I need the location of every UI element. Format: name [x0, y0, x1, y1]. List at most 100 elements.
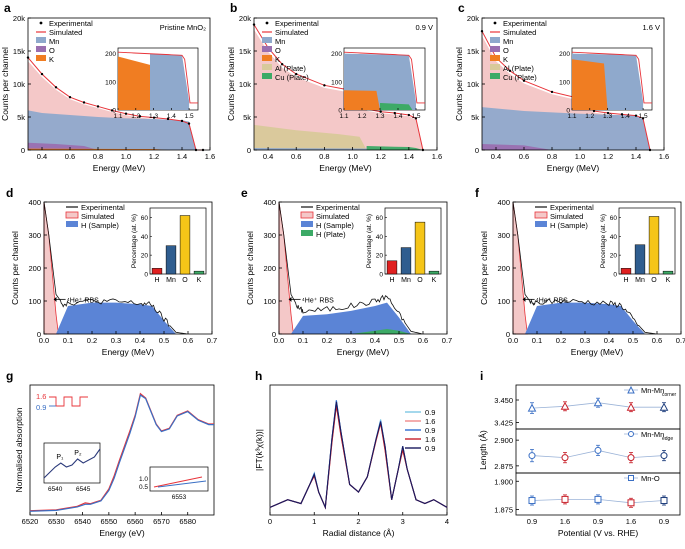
panel-label-f: f [475, 186, 480, 200]
panel-label-i: i [480, 369, 483, 383]
bar-category-label: H [623, 277, 628, 284]
legend-swatch [262, 64, 272, 70]
bar-category-label: H [389, 277, 394, 284]
bar-k [428, 270, 440, 275]
experimental-point [54, 86, 58, 89]
legend-entry: Simulated [275, 28, 308, 37]
x-tick-label: 0.8 [93, 152, 103, 161]
x-axis-label: Energy (MeV) [337, 347, 390, 357]
experimental-point [379, 110, 382, 113]
x-tick-label: 6570 [153, 517, 170, 526]
panel-label-d: d [6, 186, 13, 200]
bar-category-label: K [197, 277, 202, 284]
legend-swatch [490, 73, 500, 79]
legend-swatch [66, 221, 78, 227]
plot-frame [269, 384, 448, 516]
inset-y-tick-label: 1.0 [139, 476, 148, 483]
x-tick-label: 0.4 [263, 152, 273, 161]
x-tick-label: 0.6 [291, 152, 301, 161]
y-tick-label: 5k [243, 113, 251, 122]
legend-swatch [490, 64, 500, 70]
inset-area-k [572, 59, 608, 110]
inset-x-tick-label: 1.2 [131, 113, 140, 120]
panel-annotation: Pristine MnO₂ [160, 23, 206, 32]
x-tick-label: 0.2 [322, 336, 332, 345]
pre-edge-label: P₂ [74, 450, 82, 457]
inset-y-tick-label: 40 [610, 234, 618, 241]
inset-x-tick-label: 1.3 [149, 113, 158, 120]
experimental-point [138, 115, 142, 118]
inset-x-tick-label: 6553 [172, 494, 187, 501]
rbs-arrowhead [288, 296, 292, 302]
x-axis-label: Energy (MeV) [547, 163, 600, 173]
legend-entry: Experimental [316, 203, 360, 212]
inset-y-tick-label: 0 [379, 272, 383, 279]
panel-label-h: h [255, 369, 262, 383]
x-tick-label: 4 [445, 517, 449, 526]
inset-y-tick-label: 60 [376, 215, 384, 222]
x-tick-label: 0.6 [183, 336, 193, 345]
experimental-point [124, 112, 128, 115]
data-point [593, 398, 603, 407]
inset-x-tick-label: 6545 [76, 486, 91, 493]
experimental-point [82, 101, 86, 104]
legend-entry: K [503, 55, 508, 64]
x-tick-label: 1.2 [603, 152, 613, 161]
legend-entry: Mn [503, 37, 513, 46]
x-tick-label: 0 [268, 517, 272, 526]
y-tick-label: 0 [475, 146, 479, 155]
y-tick-label: 2.875 [494, 462, 513, 471]
y-tick-label: 20k [467, 14, 479, 23]
inset-x-tick-label: 1.4 [393, 113, 402, 120]
x-tick-label: 0.4 [370, 336, 380, 345]
y-tick-label: 400 [497, 198, 510, 207]
experimental-point [634, 114, 638, 117]
y-tick-label: 2.900 [494, 436, 513, 445]
area-mn [28, 110, 196, 150]
legend-swatch [535, 221, 547, 227]
y-tick-label: 15k [239, 47, 251, 56]
bar-category-label: O [182, 277, 188, 284]
legend-marker [39, 21, 43, 25]
y-tick-label: 300 [28, 231, 41, 240]
inset-x-tick-label: 1.1 [567, 113, 576, 120]
inset-area-k [344, 90, 380, 110]
x-tick-label: 0.3 [111, 336, 121, 345]
data-point [528, 497, 536, 505]
y-tick-label: 0 [21, 146, 25, 155]
bar-mn [400, 247, 412, 275]
y-tick-label: 15k [467, 47, 479, 56]
bar-category-label: Mn [166, 277, 176, 284]
panel-label-b: b [230, 1, 237, 15]
inset-frame [43, 442, 101, 484]
inset-edge-line-0-9 [157, 480, 207, 488]
x-tick-label: 0.7 [676, 336, 685, 345]
rbs-arrowhead [522, 296, 526, 302]
legend-entry: Simulated [550, 212, 583, 221]
x-tick-label: 6520 [22, 517, 39, 526]
legend-marker [628, 475, 634, 481]
inset-x-tick-label: 6540 [48, 486, 63, 493]
data-point [528, 452, 536, 460]
x-tick-label: 0.0 [39, 336, 49, 345]
legend-swatch [65, 211, 79, 219]
data-point [660, 452, 668, 460]
legend-entry: Experimental [550, 203, 594, 212]
x-tick-label: 1.2 [375, 152, 385, 161]
legend-swatch [301, 221, 313, 227]
legend-subscript: edge [662, 436, 673, 442]
x-axis-label: Energy (MeV) [102, 347, 155, 357]
experimental-point [40, 72, 44, 76]
legend-swatch [490, 55, 500, 61]
y-axis-label: Counts per channel [454, 47, 464, 121]
inset-y-axis-label: Percentage (at. %) [600, 214, 607, 268]
x-tick-label: 0.6 [652, 336, 662, 345]
x-tick-label: 0.9 [593, 517, 603, 526]
y-tick-label: 5k [471, 113, 479, 122]
x-axis-label: Radial distance (Å) [323, 528, 395, 538]
y-tick-label: 100 [28, 297, 41, 306]
legend-swatch [262, 46, 272, 52]
experimental-point [280, 62, 284, 66]
inset-y-tick-label: 200 [105, 51, 116, 58]
inset-x-tick-label: 1.1 [339, 113, 348, 120]
